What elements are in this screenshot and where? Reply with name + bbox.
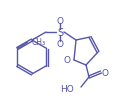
Text: O: O <box>64 56 71 65</box>
Text: O: O <box>57 40 63 49</box>
Text: CH₃: CH₃ <box>31 38 45 47</box>
Text: O: O <box>57 16 63 25</box>
Text: S: S <box>57 28 63 38</box>
Text: HO: HO <box>60 85 74 94</box>
Text: O: O <box>102 69 109 78</box>
